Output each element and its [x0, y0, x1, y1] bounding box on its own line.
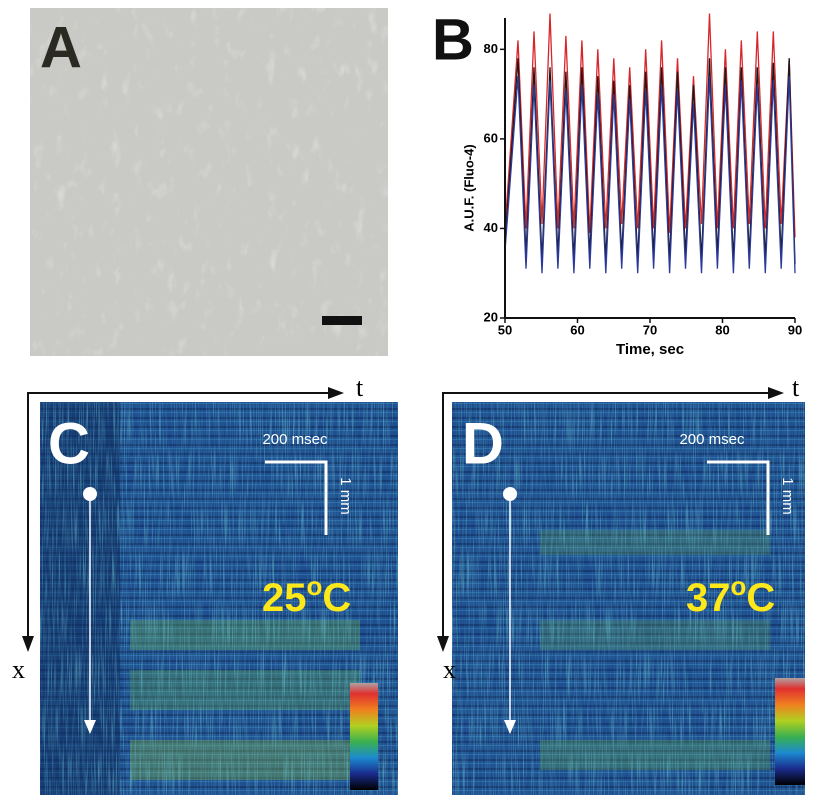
x-tick-label: 70 — [643, 322, 657, 337]
x-label: x — [443, 655, 456, 684]
y-tick-label: 60 — [484, 130, 498, 145]
y-tick-label: 20 — [484, 309, 498, 324]
y-tick-label: 40 — [484, 220, 498, 235]
x-tick-label: 60 — [570, 322, 584, 337]
temp-degree: o — [731, 571, 747, 601]
micrograph-texture — [30, 8, 388, 356]
arrow-head — [768, 387, 784, 399]
x-tick-label: 90 — [788, 322, 802, 337]
temp-degree: o — [307, 571, 323, 601]
arrow-head — [22, 636, 34, 652]
panel-label: A — [40, 15, 82, 80]
series-line — [504, 13, 796, 238]
y-axis-label: A.U.F. (Fluo-4) — [461, 144, 476, 231]
space-scale: 1 mm — [779, 477, 796, 515]
panel-c: t x C 200 msec 1 mm 25oC — [12, 373, 398, 795]
x-tick-label: 80 — [715, 322, 729, 337]
arrow-head — [504, 720, 516, 734]
chart: 20 40 60 80 50 60 70 80 90 Time, sec A.U.F. (Fluo-… — [461, 13, 802, 358]
colorbar — [350, 683, 378, 790]
arrow-head — [84, 720, 96, 734]
panel-d: t x D 200 msec 1 mm 37oC — [437, 373, 805, 795]
series-line — [504, 76, 796, 274]
time-scale: 200 msec — [262, 431, 328, 448]
temperature: 37oC — [686, 571, 775, 620]
panel-label: B — [432, 7, 474, 72]
y-tick-label: 80 — [484, 41, 498, 56]
panel-label: D — [462, 411, 504, 476]
x-tick-label: 50 — [498, 322, 512, 337]
space-scale: 1 mm — [337, 477, 354, 515]
temp-unit: C — [746, 576, 775, 620]
x-label: x — [12, 655, 25, 684]
temp-value: 25 — [262, 576, 307, 620]
x-axis-label: Time, sec — [616, 341, 684, 358]
scale-bars — [265, 460, 328, 535]
temp-value: 37 — [686, 576, 731, 620]
t-label: t — [792, 373, 800, 402]
colorbar — [775, 678, 805, 785]
scale-bar — [322, 316, 362, 325]
time-scale: 200 msec — [679, 431, 745, 448]
arrow-head — [437, 636, 449, 652]
panel-label: C — [48, 411, 90, 476]
linescan-noise — [40, 402, 398, 795]
temperature: 25oC — [262, 571, 351, 620]
temp-unit: C — [322, 576, 351, 620]
arrow-head — [328, 387, 344, 399]
t-label: t — [356, 373, 364, 402]
scale-bars — [707, 460, 770, 535]
